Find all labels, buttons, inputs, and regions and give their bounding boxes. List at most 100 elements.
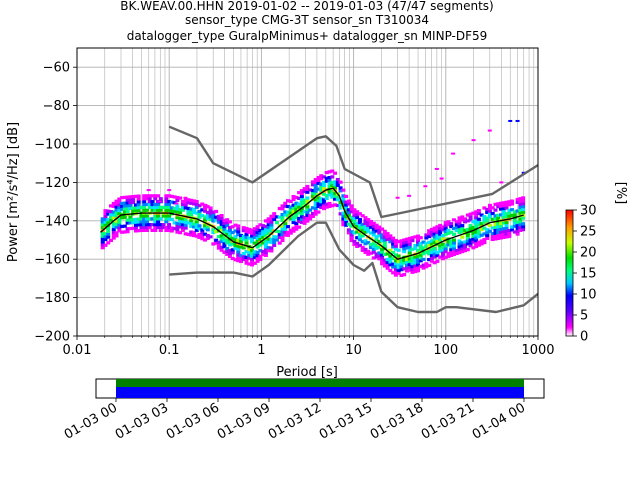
- psd-cell: [169, 209, 174, 213]
- psd-cell: [216, 226, 221, 230]
- psd-cell: [457, 250, 462, 255]
- psd-cell: [360, 248, 365, 252]
- psd-cell: [164, 220, 169, 224]
- psd-cell: [457, 248, 462, 252]
- psd-cell: [125, 195, 130, 199]
- psd-cell: [205, 236, 210, 241]
- psd-cell: [117, 197, 122, 201]
- psd-cell: [299, 209, 304, 213]
- psd-cell: [335, 180, 340, 185]
- psd-cell: [302, 187, 307, 191]
- psd-cell: [239, 236, 244, 241]
- psd-cell: [501, 221, 506, 225]
- psd-cell: [122, 195, 127, 199]
- psd-cell: [297, 205, 302, 209]
- psd-cell: [252, 253, 257, 257]
- psd-cell: [108, 218, 113, 222]
- psd-cell: [269, 229, 274, 233]
- psd-cell: [338, 212, 343, 216]
- psd-cell: [515, 197, 520, 202]
- psd-cell: [432, 226, 437, 230]
- psd-cell: [319, 200, 324, 204]
- psd-cell: [219, 234, 224, 238]
- psd-cell: [460, 249, 465, 254]
- psd-cell: [521, 210, 526, 214]
- psd-cell: [258, 223, 263, 227]
- psd-cell: [427, 234, 432, 239]
- psd-cell: [438, 229, 443, 233]
- psd-cell: [380, 227, 385, 231]
- psd-cell: [266, 220, 271, 224]
- psd-cell: [136, 206, 141, 210]
- psd-cell: [327, 204, 332, 208]
- psd-cell: [385, 234, 390, 239]
- psd-cell: [487, 229, 492, 233]
- psd-cell: [172, 227, 177, 231]
- psd-cell: [180, 223, 185, 227]
- psd-cell: [468, 241, 473, 245]
- psd-cell: [144, 208, 149, 212]
- psd-cell: [164, 217, 169, 221]
- psd-cell: [490, 211, 495, 216]
- psd-cell: [451, 226, 456, 231]
- psd-cell: [449, 230, 454, 234]
- psd-cell: [294, 204, 299, 208]
- psd-cell: [518, 211, 523, 215]
- psd-cell: [440, 257, 445, 261]
- psd-cell: [247, 253, 252, 257]
- psd-cell: [407, 236, 412, 241]
- psd-cell: [288, 231, 293, 235]
- psd-cell: [313, 198, 318, 202]
- psd-cell: [393, 273, 398, 277]
- psd-cell: [501, 212, 506, 216]
- psd-cell: [457, 225, 462, 229]
- psd-cell: [496, 202, 501, 206]
- psd-cell: [451, 249, 456, 254]
- psd-cell: [416, 240, 421, 244]
- psd-cell: [128, 206, 133, 211]
- psd-cell: [186, 212, 191, 216]
- psd-cell: [225, 238, 230, 242]
- psd-cell: [194, 211, 199, 215]
- psd-cell: [239, 254, 244, 258]
- psd-cell: [316, 196, 321, 200]
- psd-cell: [156, 200, 161, 204]
- psd-cell: [451, 252, 456, 257]
- low-noise-model-curve: [169, 221, 538, 314]
- psd-cell: [288, 211, 293, 215]
- colorbar-tick-label: 5: [580, 309, 588, 324]
- psd-outlier-cell: [515, 119, 520, 122]
- psd-cell: [521, 216, 526, 220]
- psd-cell: [294, 207, 299, 211]
- psd-cell: [164, 208, 169, 212]
- psd-cell: [374, 238, 379, 242]
- psd-cell: [377, 245, 382, 249]
- psd-cell: [125, 204, 130, 208]
- psd-cell: [197, 215, 202, 219]
- psd-cell: [407, 259, 412, 264]
- psd-cell: [474, 218, 479, 223]
- psd-cell: [440, 245, 445, 249]
- psd-cell: [476, 223, 481, 227]
- psd-cell: [338, 180, 343, 184]
- psd-cell: [346, 213, 351, 218]
- psd-cell: [344, 217, 349, 222]
- psd-cell: [236, 253, 241, 257]
- psd-cell: [346, 202, 351, 206]
- psd-cell: [291, 226, 296, 230]
- psd-cell: [440, 254, 445, 258]
- psd-cell: [335, 177, 340, 182]
- psd-cell: [341, 188, 346, 192]
- psd-cell: [357, 220, 362, 225]
- psd-cell: [302, 221, 307, 225]
- psd-cell: [261, 241, 266, 245]
- psd-cell: [338, 200, 343, 204]
- psd-cell: [150, 202, 155, 207]
- psd-cell: [252, 255, 257, 260]
- psd-cell: [239, 233, 244, 238]
- psd-cell: [219, 225, 224, 229]
- psd-cell: [106, 209, 111, 213]
- psd-cell: [175, 221, 180, 226]
- psd-cell: [418, 256, 423, 260]
- x-tick-label: 0.01: [63, 343, 92, 358]
